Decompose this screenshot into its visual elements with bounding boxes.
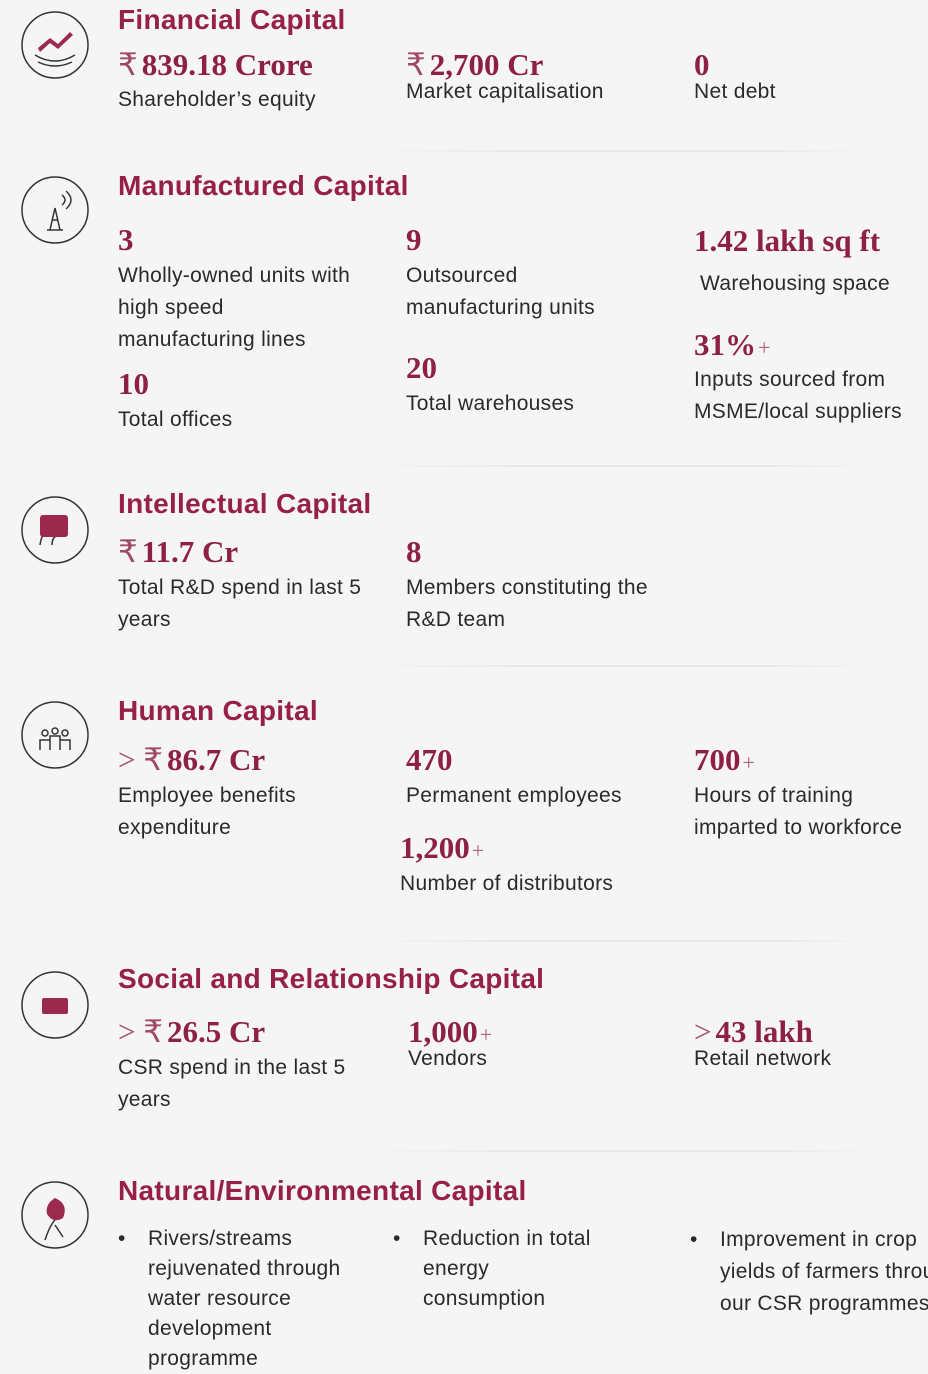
metric-number: 31% — [694, 327, 756, 362]
metric-value: > ₹26.5 Cr — [118, 1014, 265, 1050]
metric-value: 9 — [406, 222, 422, 258]
metric-prefix: > — [694, 1014, 712, 1049]
metric-prefix: ₹ — [118, 47, 138, 82]
metric-number: 10 — [118, 366, 149, 401]
bullet-dot: • — [118, 1227, 126, 1250]
metric-label: Wholly-owned units with high speed manuf… — [118, 264, 351, 351]
metric-prefix: ₹ — [118, 534, 138, 569]
metric-label: Retail network — [694, 1047, 832, 1070]
metric-value: 1,200+ — [400, 830, 484, 869]
metric-label: CSR spend in the last 5 years — [118, 1056, 346, 1111]
metric-label: Net debt — [694, 80, 776, 103]
icons — [21, 11, 89, 1249]
metric-label: Outsourced manufacturing units — [406, 264, 595, 319]
divider — [380, 150, 860, 152]
metric-label: Shareholder’s equity — [118, 88, 316, 111]
metric-value: 1,000+ — [408, 1014, 492, 1053]
metric-value: > ₹86.7 Cr — [118, 742, 265, 778]
metric-label: Hours of training imparted to workforce — [694, 784, 903, 839]
section-title: Natural/Environmental Capital — [118, 1175, 527, 1206]
metric-label: Total offices — [118, 408, 233, 431]
metric-value: 3 — [118, 222, 134, 258]
bullet-dot: • — [393, 1227, 401, 1250]
metric-value: 470 — [406, 742, 453, 778]
metric-number: 11.7 Cr — [141, 534, 239, 569]
metric-value: ₹11.7 Cr — [118, 534, 238, 570]
metric-number: 0 — [694, 47, 710, 82]
metric-label: Permanent employees — [406, 784, 622, 807]
metric-number: 26.5 Cr — [166, 1014, 266, 1049]
metric-value: 1.42 lakh sq ft — [694, 223, 880, 259]
metric-number: 700 — [694, 742, 741, 777]
metric-value: ₹2,700 Cr — [406, 47, 543, 83]
metric-prefix: > ₹ — [118, 1014, 163, 1049]
metric-label: Vendors — [408, 1047, 488, 1070]
metric-label: Total warehouses — [406, 392, 575, 415]
bullet-dot: • — [690, 1228, 698, 1251]
metric-prefix: > ₹ — [118, 742, 163, 777]
metric-value: 10 — [118, 366, 149, 402]
metric-value: 700+ — [694, 742, 755, 781]
metric-number: 839.18 Crore — [141, 47, 313, 82]
metric-number: 43 lakh — [715, 1014, 813, 1049]
metric-number: 9 — [406, 222, 422, 257]
metric-number: 86.7 Cr — [166, 742, 266, 777]
metric-value: 8 — [406, 534, 422, 570]
metric-suffix: + — [758, 335, 771, 360]
metric-suffix: + — [742, 750, 755, 775]
bullet-text: Reduction in total energy consumption — [423, 1227, 591, 1310]
metric-number: 1,200 — [400, 830, 470, 865]
section-title: Financial Capital — [118, 4, 346, 35]
metric-number: 2,700 Cr — [429, 47, 544, 82]
metric-number: 8 — [406, 534, 422, 569]
metric-value: 0 — [694, 47, 710, 83]
divider — [370, 1150, 870, 1152]
bullet-text: Improvement in crop yields of farmers th… — [720, 1228, 928, 1315]
metric-number: 470 — [406, 742, 453, 777]
metric-label: Warehousing space — [700, 272, 890, 295]
metric-number: 3 — [118, 222, 134, 257]
metric-label: Market capitalisation — [406, 80, 604, 103]
metric-value: 31%+ — [694, 327, 770, 366]
section-title: Human Capital — [118, 695, 318, 726]
metric-label: Inputs sourced from MSME/local suppliers — [694, 368, 902, 423]
metric-value: ₹839.18 Crore — [118, 47, 313, 83]
metric-label: Members constituting the R&D team — [406, 576, 648, 631]
metric-number: 1,000 — [408, 1014, 478, 1049]
metric-suffix: + — [479, 1022, 493, 1047]
metric-label: Employee benefits expenditure — [118, 784, 296, 839]
divider — [370, 465, 870, 467]
metric-prefix: ₹ — [406, 47, 426, 82]
section-title: Intellectual Capital — [118, 488, 372, 519]
divider — [370, 665, 870, 667]
metric-value: 20 — [406, 350, 437, 386]
section-title: Social and Relationship Capital — [118, 963, 545, 994]
metric-label: Number of distributors — [400, 872, 614, 895]
metric-value: >43 lakh — [694, 1014, 813, 1050]
bullet-text: Rivers/streams rejuvenated through water… — [148, 1227, 341, 1370]
metric-label: Total R&D spend in last 5 years — [118, 576, 362, 631]
metric-suffix: + — [471, 838, 485, 863]
divider — [370, 940, 870, 942]
metric-number: 20 — [406, 350, 437, 385]
metric-number: 1.42 lakh sq ft — [694, 223, 881, 258]
section-title: Manufactured Capital — [118, 170, 409, 201]
